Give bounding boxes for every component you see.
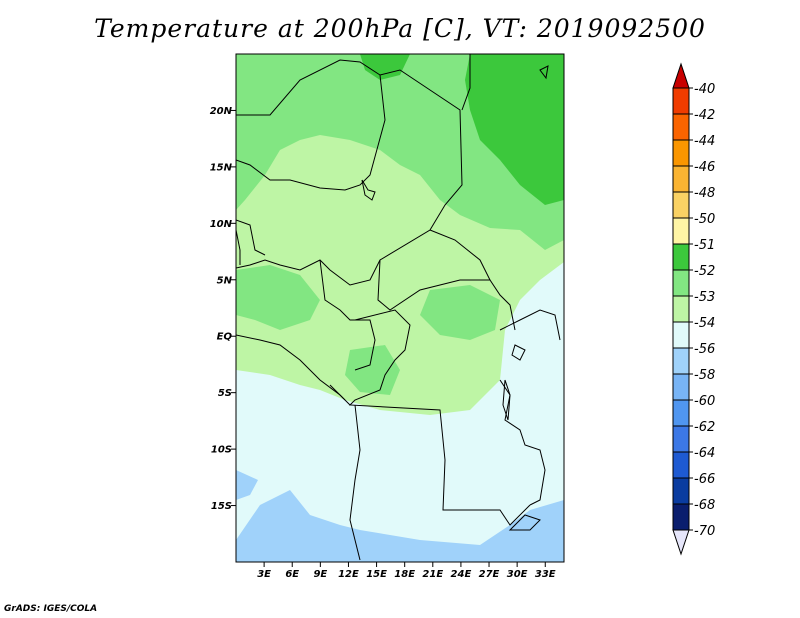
temperature-fill-53 [236, 265, 320, 330]
colorbar-swatch [672, 503, 690, 531]
temperature-fill-58 [236, 470, 258, 500]
lat-tick-label: 20N [210, 106, 233, 117]
colorbar-label: -66 [694, 472, 715, 487]
colorbar-label: -60 [694, 394, 715, 409]
colorbar: -40 -42 -44 -46 -48 -50 -51 -52 -53 -54 -56 -58 -60 -… [672, 62, 715, 556]
lat-tick-label: 10S [211, 445, 232, 456]
temperature-fill-52 [360, 54, 410, 80]
colorbar-label: -50 [694, 212, 715, 227]
map-title: Temperature at 200hPa [C], VT: 201909250… [94, 14, 706, 43]
country-borders [236, 54, 561, 561]
temperature-fill-53 [420, 285, 500, 340]
colorbar-swatch [672, 217, 690, 245]
colorbar-label: -68 [694, 498, 715, 513]
colorbar-label: -62 [694, 420, 715, 435]
colorbar-label: -48 [694, 186, 715, 201]
lon-tick-label: 3E [257, 569, 271, 580]
lon-tick-label: 33E [535, 569, 556, 580]
colorbar-swatch [672, 451, 690, 479]
lat-tick-label: 5N [217, 275, 233, 286]
lon-tick-label: 24E [451, 569, 472, 580]
colorbar-swatch [672, 347, 690, 375]
colorbar-label: -42 [694, 108, 715, 123]
colorbar-label: -58 [694, 368, 715, 383]
colorbar-swatch [672, 87, 690, 115]
lon-tick-label: 27E [479, 569, 500, 580]
colorbar-swatch [672, 425, 690, 453]
lat-tick-label: EQ [217, 332, 233, 343]
colorbar-swatch [672, 113, 690, 141]
colorbar-swatch [672, 269, 690, 297]
colorbar-label: -64 [694, 446, 715, 461]
colorbar-swatch [672, 295, 690, 323]
colorbar-top-arrow [672, 62, 690, 89]
colorbar-label: -40 [694, 82, 715, 97]
colorbar-label: -53 [694, 290, 715, 305]
colorbar-swatch [672, 373, 690, 401]
lat-tick-label: 5S [218, 388, 232, 399]
colorbar-label: -56 [694, 342, 715, 357]
temperature-fill-52 [465, 54, 564, 205]
colorbar-label: -70 [694, 524, 715, 539]
colorbar-swatch [672, 477, 690, 505]
map-plot-area [236, 54, 564, 562]
lon-tick-label: 9E [313, 569, 327, 580]
colorbar-label: -54 [694, 316, 715, 331]
lat-tick-label: 10N [210, 219, 233, 230]
lon-tick-label: 30E [507, 569, 528, 580]
colorbar-swatch [672, 321, 690, 349]
colorbar-label: -52 [694, 264, 715, 279]
lon-tick-label: 21E [422, 569, 443, 580]
colorbar-swatch [672, 243, 690, 271]
colorbar-label: -44 [694, 134, 715, 149]
latitude-axis: 20N 15N 10N 5N EQ 5S 10S 15S [210, 106, 236, 512]
grads-credit: GrADS: IGES/COLA [4, 604, 98, 614]
lat-tick-label: 15S [211, 501, 232, 512]
colorbar-label: -51 [694, 238, 715, 253]
map-frame [235, 53, 565, 563]
colorbar-label: -46 [694, 160, 715, 175]
colorbar-swatch [672, 139, 690, 167]
temperature-fill-53 [345, 345, 400, 395]
lon-tick-label: 18E [394, 569, 415, 580]
colorbar-swatch [672, 399, 690, 427]
colorbar-bottom-arrow [672, 529, 690, 556]
lat-tick-label: 15N [210, 162, 233, 173]
lon-tick-label: 12E [338, 569, 359, 580]
longitude-axis: 3E 6E 9E 12E 15E 18E 21E 24E 27E 30E 33E [257, 562, 556, 580]
lakes [361, 65, 549, 531]
lon-tick-label: 15E [366, 569, 387, 580]
colorbar-swatch [672, 165, 690, 193]
temperature-fill-58 [236, 490, 564, 562]
lon-tick-label: 6E [285, 569, 299, 580]
colorbar-swatch [672, 191, 690, 219]
